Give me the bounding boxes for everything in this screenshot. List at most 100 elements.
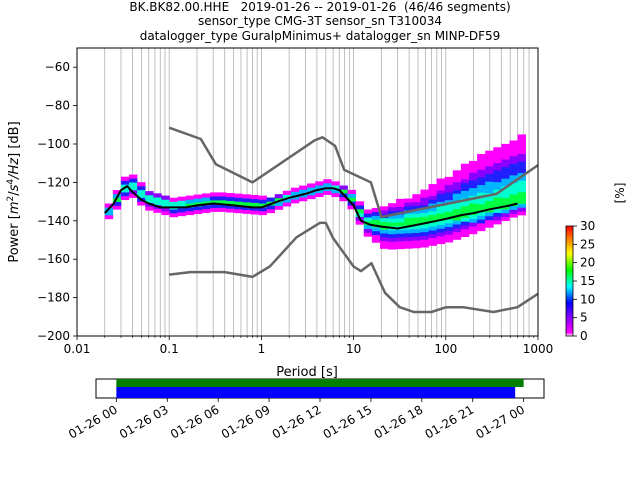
pdf-cell [218,207,227,212]
chart-title-line-2: sensor_type CMG-3T sensor_sn T310034 [197,14,443,28]
x-tick-label: 100 [434,342,457,356]
pdf-cell [509,175,518,180]
pdf-cell [460,186,470,191]
pdf-cell [258,207,267,212]
pdf-cell [242,209,251,214]
pdf-cell [436,193,446,199]
pdf-cell [388,218,397,223]
pdf-cell [428,203,437,208]
pdf-cell [120,176,130,181]
pdf-cell [452,181,462,187]
pdf-cell [468,168,478,173]
series-mode [104,185,518,230]
pdf-cell [412,221,421,226]
pdf-cell [250,202,259,207]
pdf-cell [137,193,146,198]
pdf-cell [485,154,494,159]
pdf-cell [420,239,429,244]
pdf-cell [137,189,146,194]
pdf-cell [509,171,518,176]
pdf-cell [193,194,203,199]
pdf-cell [517,142,526,147]
pdf-cell [226,193,235,198]
pdf-cell [218,200,227,205]
pdf-cell [436,239,446,245]
pdf-cell [209,200,219,205]
pdf-cell [460,232,470,238]
pdf-cell [355,205,365,210]
pdf-cell [226,204,235,209]
pdf-cell [509,140,518,145]
pdf-cell [379,244,389,249]
colorbar-tick-label: 30 [580,219,595,233]
pdf-cell [485,181,494,186]
pdf-cell [436,236,446,241]
pdf-cell [493,197,502,202]
pdf-cell [444,184,454,189]
pdf-cell [371,215,381,220]
pdf-cell [509,190,518,195]
pdf-cell [234,193,243,198]
pdf-cell [452,235,462,240]
x-tick-label: 1000 [523,342,554,356]
pdf-cell [137,201,146,206]
pdf-cell [517,192,526,197]
pdf-cell [485,173,494,178]
pdf-cell [404,206,413,211]
pdf-cell [517,157,526,162]
pdf-cell [452,178,462,183]
pdf-cell [266,197,276,202]
pdf-cell [517,176,526,181]
pdf-cell [517,195,526,200]
y-tick-label: −200 [37,329,70,343]
pdf-cell [452,201,462,206]
pdf-cell [485,212,494,217]
pdf-cell [379,221,389,226]
pdf-cell [517,203,526,208]
pdf-cell [493,162,502,167]
pdf-cell [501,213,510,218]
pdf-cell [485,200,494,205]
pdf-cell [282,198,292,203]
pdf-cell [120,195,130,201]
pdf-cell [477,227,486,232]
pdf-cell [428,187,437,193]
pdf-cell [388,230,397,235]
pdf-cell [428,191,437,196]
pdf-cell [493,174,502,179]
pdf-cell [509,198,518,203]
pdf-cell [493,158,502,163]
y-tick-label: −100 [37,137,70,151]
pdf-cell [177,200,186,205]
pdf-cell [201,208,211,213]
pdf-cell [493,220,502,225]
pdf-cell [468,222,478,227]
pdf-cell [509,152,518,157]
pdf-cell [436,205,446,210]
pdf-cell [396,244,405,250]
colorbar: 0 5 10 15 20 25 30 [%] [565,183,627,343]
pdf-cell [355,201,365,206]
pdf-cell [371,207,381,213]
pdf-cell [258,199,267,204]
pdf-cell [234,201,243,206]
pdf-cell [452,204,462,210]
pdf-cell [388,222,397,227]
pdf-cell [371,234,381,239]
pdf-cell [485,196,494,201]
pdf-cell [501,205,510,210]
pdf-cell [315,181,324,186]
pdf-cell [501,182,510,187]
timeline-tick-label: 01-26 18 [372,402,426,441]
pdf-cell [501,151,510,156]
timeline-bar-data [116,379,524,387]
colorbar-tick-label: 10 [580,292,595,306]
pdf-cell [460,171,470,176]
pdf-cell [234,205,243,210]
pdf-cell [112,201,122,206]
pdf-cell [282,202,292,207]
pdf-cell [371,211,381,216]
pdf-cell [242,194,251,199]
pdf-cell [290,187,300,192]
